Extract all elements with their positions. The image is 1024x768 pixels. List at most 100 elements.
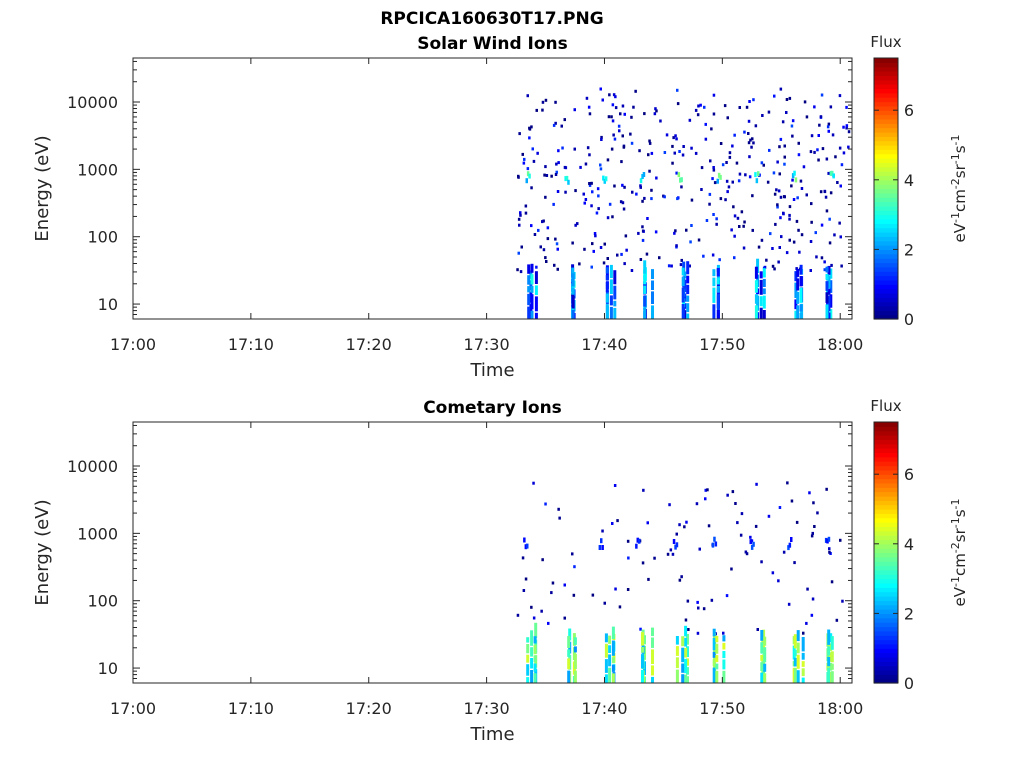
- low-energy-cell: [527, 264, 531, 274]
- low-energy-cell: [716, 309, 720, 319]
- colorbar-step: [874, 495, 898, 501]
- data-point: [526, 167, 530, 171]
- data-point: [712, 166, 715, 169]
- unit-base: cm: [951, 189, 969, 212]
- data-point: [783, 162, 786, 166]
- data-point: [588, 183, 592, 187]
- data-point: [782, 212, 785, 216]
- low-energy-cell: [827, 667, 831, 683]
- low-energy-cell: [759, 279, 763, 295]
- data-point: [817, 158, 820, 162]
- colorbar-step: [874, 578, 898, 584]
- colorbar-step: [874, 192, 898, 198]
- low-energy-cell: [796, 654, 800, 669]
- data-point: [754, 524, 758, 528]
- data-point: [842, 125, 845, 129]
- peak-cell: [826, 538, 829, 544]
- data-point: [830, 580, 834, 584]
- peak-cell: [719, 174, 722, 180]
- colorbar-step: [874, 118, 898, 124]
- data-point: [573, 565, 576, 569]
- data-point: [611, 103, 615, 107]
- low-energy-cell: [827, 296, 831, 312]
- data-point: [666, 552, 670, 556]
- colorbar-step: [874, 301, 898, 307]
- data-point: [622, 207, 626, 211]
- colorbar-step: [874, 513, 898, 519]
- data-point: [590, 181, 593, 185]
- data-point: [563, 118, 566, 122]
- data-point: [771, 571, 775, 575]
- colorbar-step: [874, 517, 898, 523]
- colorbar-step: [874, 613, 898, 619]
- data-point: [620, 252, 623, 256]
- peak-cell: [679, 177, 682, 183]
- data-point: [614, 95, 617, 99]
- data-point: [641, 199, 644, 203]
- data-point: [658, 256, 661, 260]
- colorbar-step: [874, 448, 898, 454]
- data-point: [606, 216, 610, 220]
- low-energy-cell: [716, 278, 720, 285]
- colorbar-step: [874, 214, 898, 220]
- data-point: [687, 628, 690, 631]
- data-point: [745, 552, 749, 556]
- low-energy-cell: [604, 674, 608, 683]
- colorbar-step: [874, 574, 898, 580]
- data-point: [600, 135, 603, 139]
- low-energy-cell: [754, 266, 758, 279]
- data-point: [788, 217, 791, 221]
- data-point: [696, 113, 700, 117]
- colorbar-step: [874, 114, 898, 120]
- data-point: [840, 163, 844, 167]
- data-point: [787, 602, 791, 606]
- data-point: [696, 631, 700, 635]
- data-point: [648, 139, 651, 143]
- low-energy-cell: [567, 670, 571, 683]
- colorbar-step: [874, 149, 898, 155]
- data-point: [711, 177, 714, 181]
- unit-base: s: [951, 509, 969, 517]
- data-point: [816, 511, 819, 515]
- data-point: [650, 188, 653, 192]
- data-point: [813, 105, 816, 109]
- data-point: [712, 168, 716, 172]
- data-point: [834, 155, 837, 159]
- data-point: [790, 499, 794, 503]
- data-point: [541, 558, 544, 562]
- low-energy-cell: [613, 300, 617, 307]
- data-point: [543, 173, 546, 177]
- data-point: [823, 190, 827, 194]
- data-point: [517, 217, 521, 221]
- low-energy-cell: [796, 268, 800, 277]
- data-point: [588, 153, 591, 157]
- data-point: [718, 258, 721, 262]
- data-point: [810, 613, 814, 617]
- data-point: [533, 233, 537, 236]
- data-point: [676, 197, 679, 201]
- colorbar-step: [874, 279, 898, 285]
- low-energy-cell: [794, 299, 798, 310]
- peak-cell: [831, 170, 834, 176]
- colorbar-step: [874, 609, 898, 614]
- data-point: [641, 229, 645, 233]
- colorbar-tick-label: 6: [904, 465, 914, 484]
- data-point: [791, 119, 795, 123]
- data-point: [590, 204, 593, 208]
- peak-cell: [674, 544, 677, 550]
- low-energy-cell: [608, 645, 612, 653]
- data-point: [623, 112, 626, 116]
- low-energy-cell: [722, 635, 726, 642]
- data-point: [557, 149, 560, 153]
- data-point: [792, 198, 796, 201]
- data-point: [516, 268, 519, 272]
- low-energy-cell: [681, 267, 685, 276]
- low-energy-cell: [681, 674, 685, 683]
- panel-solar-wind-ions: Solar Wind Ions 17:00 17:10 17:20 17:30 17:40…: [32, 33, 969, 381]
- unit-exponent: -1: [949, 498, 962, 509]
- low-energy-cell: [608, 667, 612, 683]
- data-point: [539, 245, 542, 249]
- data-point: [613, 137, 617, 141]
- colorbar-step: [874, 539, 898, 545]
- colorbar-step: [874, 552, 898, 558]
